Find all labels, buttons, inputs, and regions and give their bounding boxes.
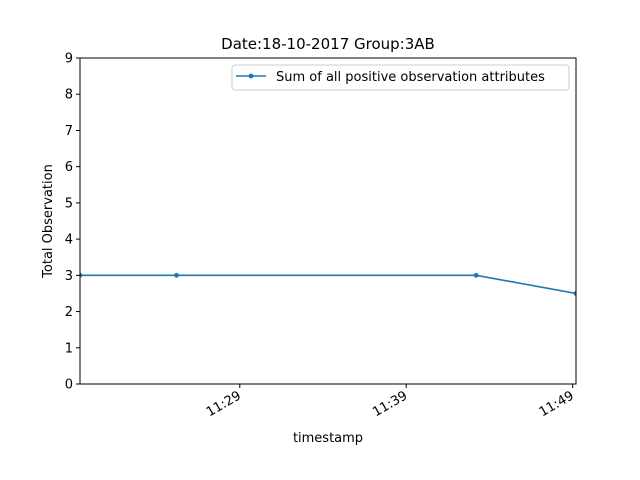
legend-box [231,64,570,91]
legend-label: Sum of all positive observation attribut… [276,70,545,85]
series-clip-group [80,272,576,296]
chart-title: Date:18-10-2017 Group:3AB [221,35,435,53]
y-tick-label: 5 [65,196,73,211]
y-tick-label: 3 [65,269,73,284]
y-tick-label: 9 [65,52,73,67]
series-line [80,274,576,295]
y-tick-label: 8 [65,88,73,103]
y-tick-label: 1 [65,341,73,356]
y-tick-label: 4 [65,233,73,248]
series-layer [80,272,576,296]
plot-area [80,58,576,384]
legend: Sum of all positive observation attribut… [231,64,570,91]
y-axis-ticks: 0 1 2 3 4 5 6 7 8 9 [65,52,80,393]
y-tick-label: 0 [65,378,73,393]
legend-point-marker [248,73,254,79]
y-tick-label: 2 [65,305,73,320]
data-point [473,272,479,278]
data-point [573,291,576,296]
data-point [174,272,179,278]
y-axis-label: Total Observation [41,164,56,279]
y-tick-label: 7 [65,124,73,139]
data-point [80,272,83,278]
x-axis-label: timestamp [293,431,363,446]
y-tick-label: 6 [65,160,73,175]
plot-frame [79,57,577,385]
